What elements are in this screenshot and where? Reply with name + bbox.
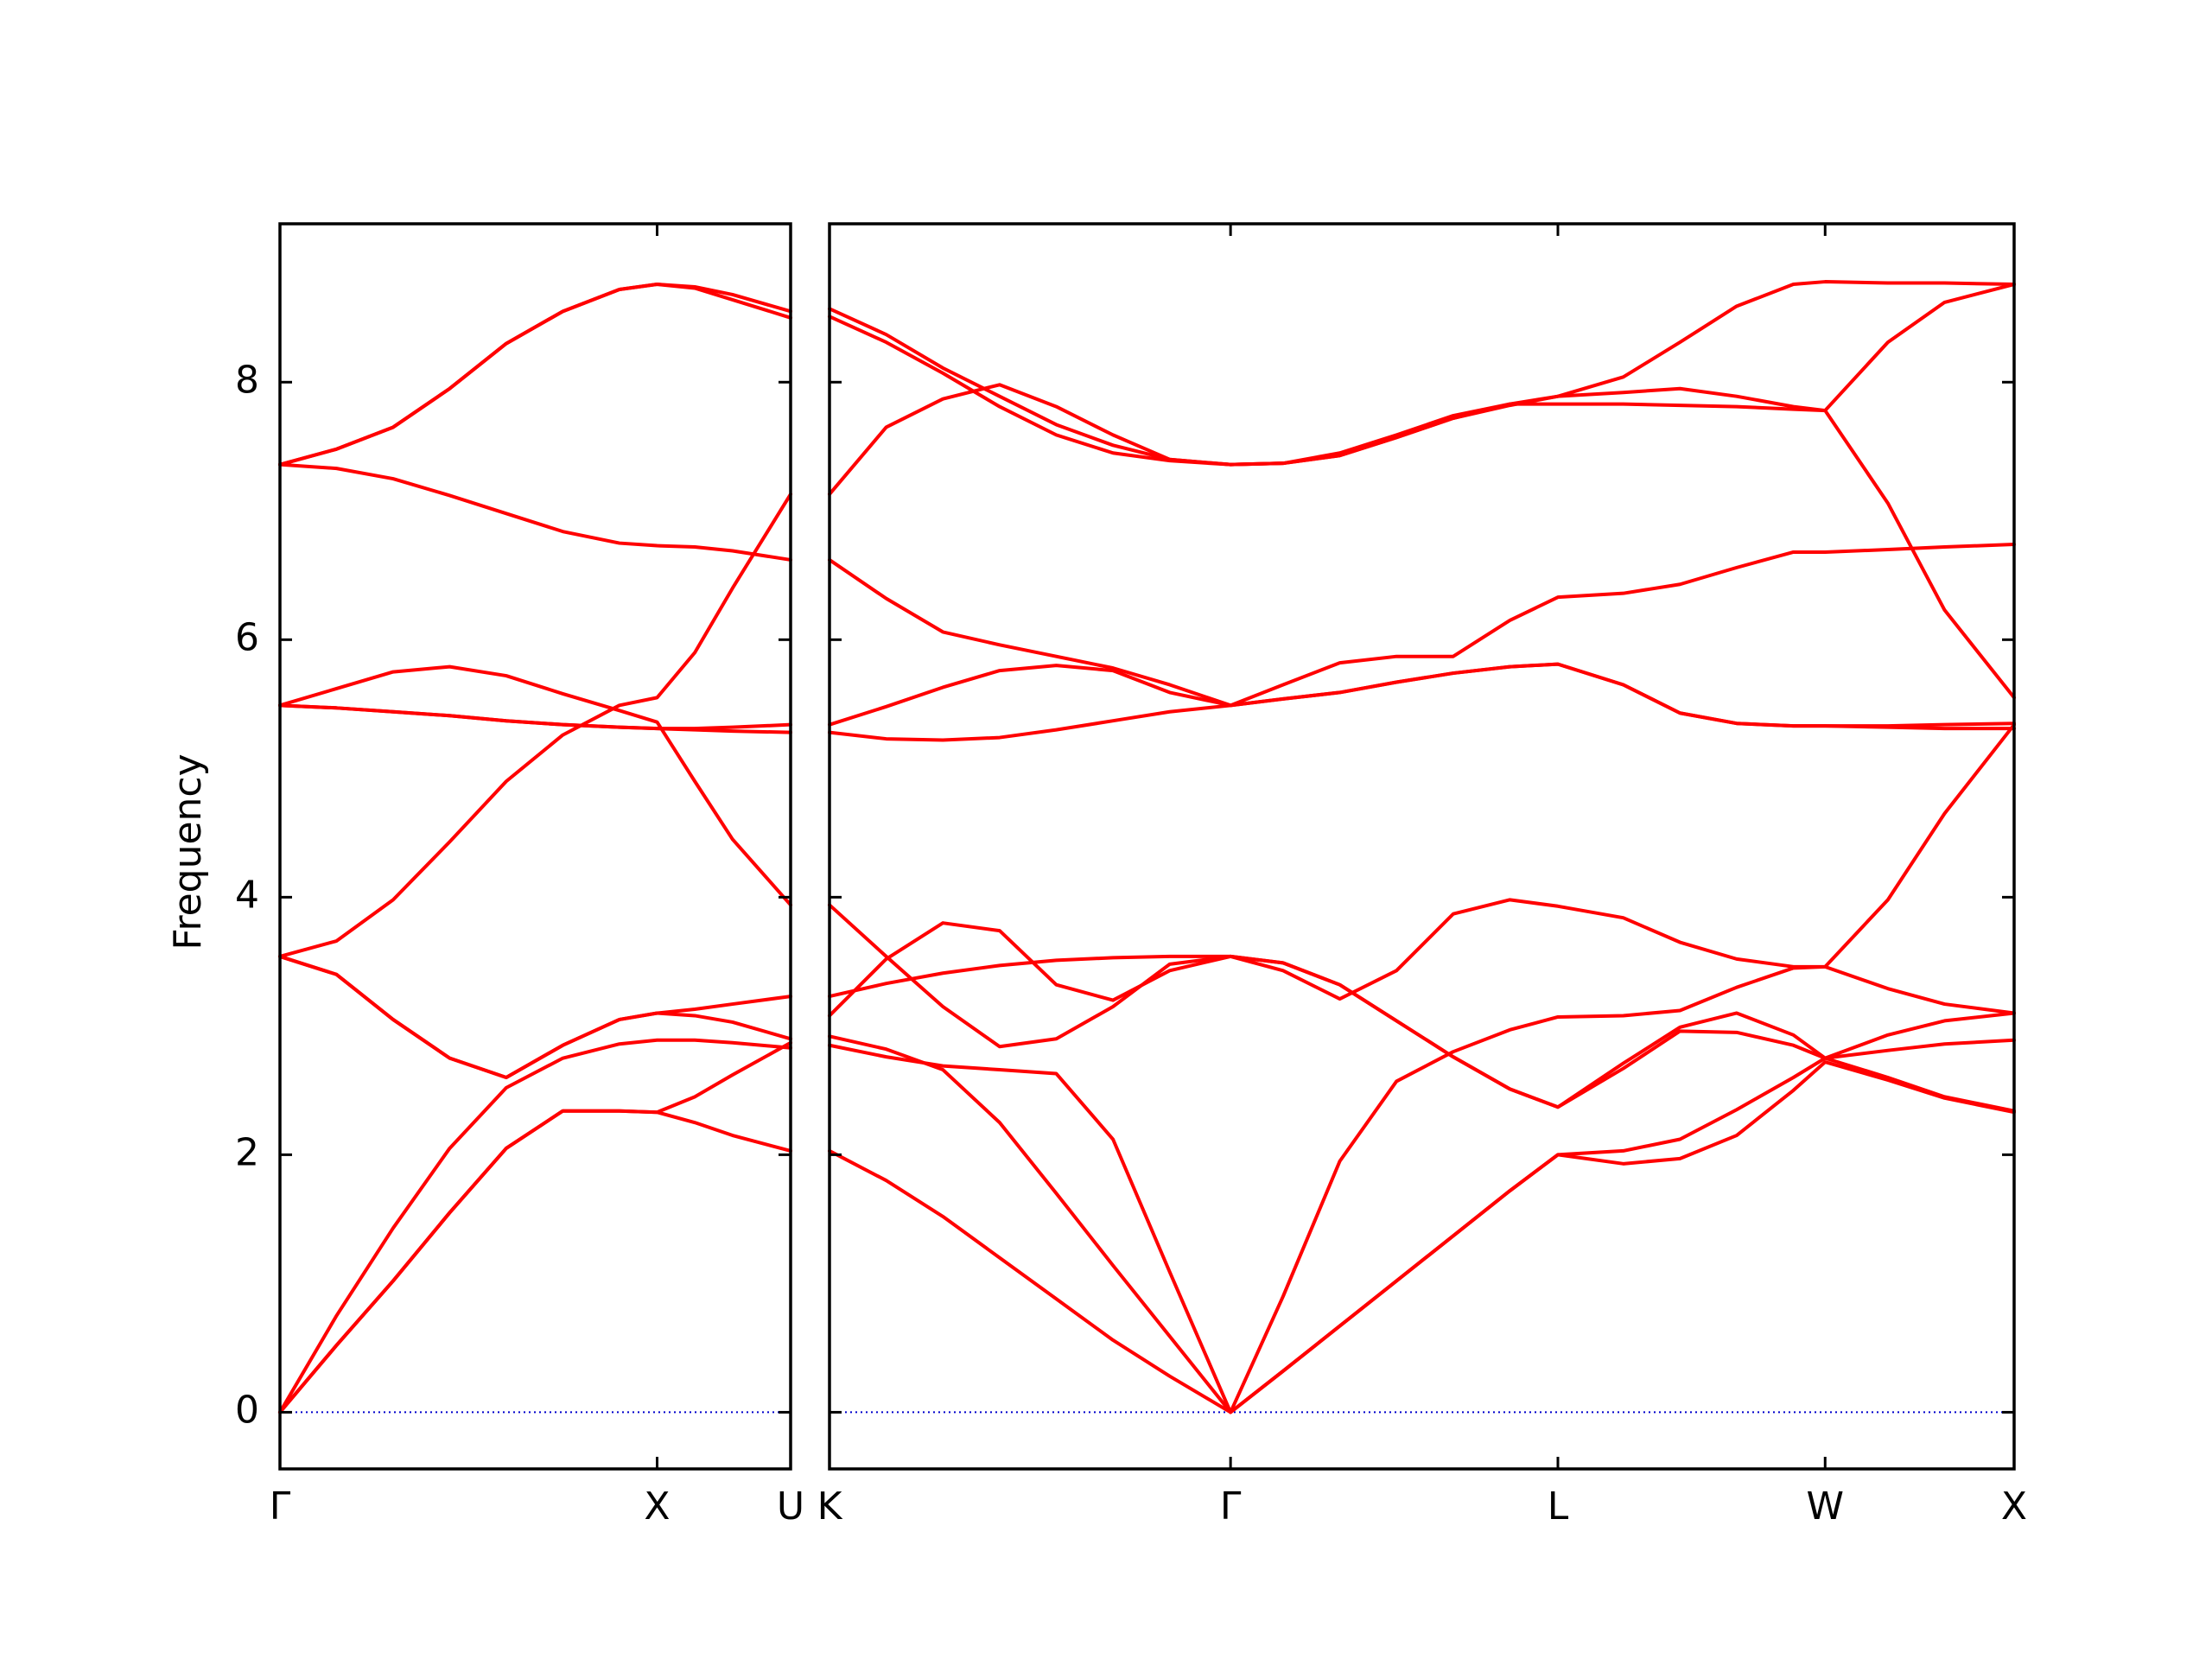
y-tick-label: 2 xyxy=(235,1130,259,1174)
y-tick-label: 0 xyxy=(235,1388,259,1432)
y-tick-label: 8 xyxy=(235,358,259,402)
band-line xyxy=(278,1040,792,1414)
band-line xyxy=(828,543,2016,708)
x-tick-label: L xyxy=(1548,1484,1569,1529)
y-tick-label: 4 xyxy=(235,873,259,917)
band-line xyxy=(828,903,2016,1109)
band-line xyxy=(278,462,792,562)
plot-frame xyxy=(278,222,792,1471)
band-line xyxy=(828,1043,2016,1414)
band-line xyxy=(278,664,792,907)
band-line xyxy=(278,283,792,467)
band-line xyxy=(278,1109,792,1414)
band-line xyxy=(278,283,792,467)
band-line xyxy=(828,280,2016,467)
band-line xyxy=(828,315,2016,700)
band-line xyxy=(828,283,2016,496)
x-tick-label: K xyxy=(817,1484,843,1529)
x-tick-label: U xyxy=(777,1484,804,1529)
x-tick-label: Γ xyxy=(270,1484,291,1529)
band-line xyxy=(828,722,2016,1414)
band-line xyxy=(828,662,2016,728)
x-tick-label: Γ xyxy=(1220,1484,1242,1529)
band-line xyxy=(278,1038,792,1414)
y-axis-label: Frequency xyxy=(166,753,210,950)
y-tick-label: 6 xyxy=(235,615,259,659)
x-tick-label: X xyxy=(2001,1484,2027,1529)
x-tick-label: X xyxy=(644,1484,670,1529)
plot-frame xyxy=(828,222,2016,1471)
band-line xyxy=(828,954,2016,1109)
band-line xyxy=(828,1060,2016,1414)
band-line xyxy=(828,662,2016,742)
band-line xyxy=(828,898,2016,1018)
band-line xyxy=(278,954,792,1079)
band-line xyxy=(278,492,792,958)
x-tick-label: W xyxy=(1807,1484,1845,1529)
band-line xyxy=(278,703,792,734)
